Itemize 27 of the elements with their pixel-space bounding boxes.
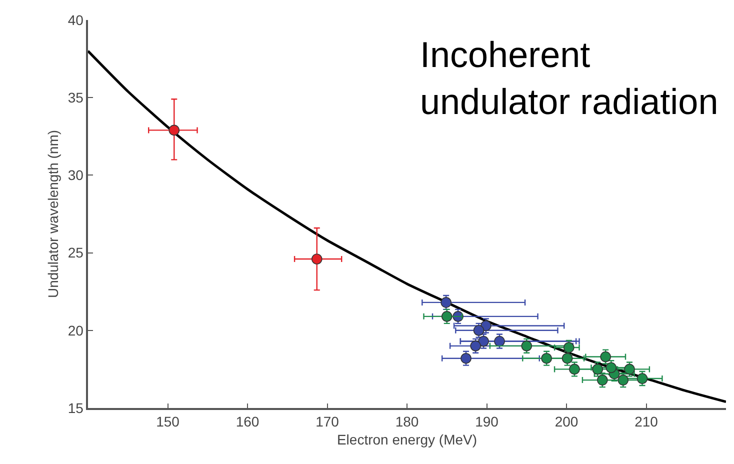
point [441,311,452,322]
point [470,340,481,352]
y-tick-label: 35 [68,90,84,106]
point [636,373,648,384]
x-tick-label: 160 [236,414,260,430]
x-tick-label: 190 [475,414,499,430]
y-tick-label: 15 [68,400,84,416]
y-tick-label: 20 [68,322,84,338]
x-tick-label: 170 [316,414,340,430]
x-tick-label: 180 [395,414,419,430]
point [618,374,629,386]
point [563,342,574,353]
y-axis-title: Undulator wavelength (nm) [44,130,61,298]
x-tick-label: 210 [634,414,658,430]
annotation: Incoherent undulator radiation [420,34,718,122]
point [521,340,532,352]
x-axis-title: Electron energy (MeV) [336,431,478,448]
point [168,124,180,136]
y-tick-label: 25 [68,244,84,261]
point [473,325,484,336]
point [440,297,452,308]
x-tick-label: 150 [156,414,180,430]
point [596,374,608,386]
x-tick-label: 200 [554,414,578,430]
point [311,254,322,264]
y-tick-label: 30 [68,167,84,184]
y-tick-label: 40 [68,12,84,28]
